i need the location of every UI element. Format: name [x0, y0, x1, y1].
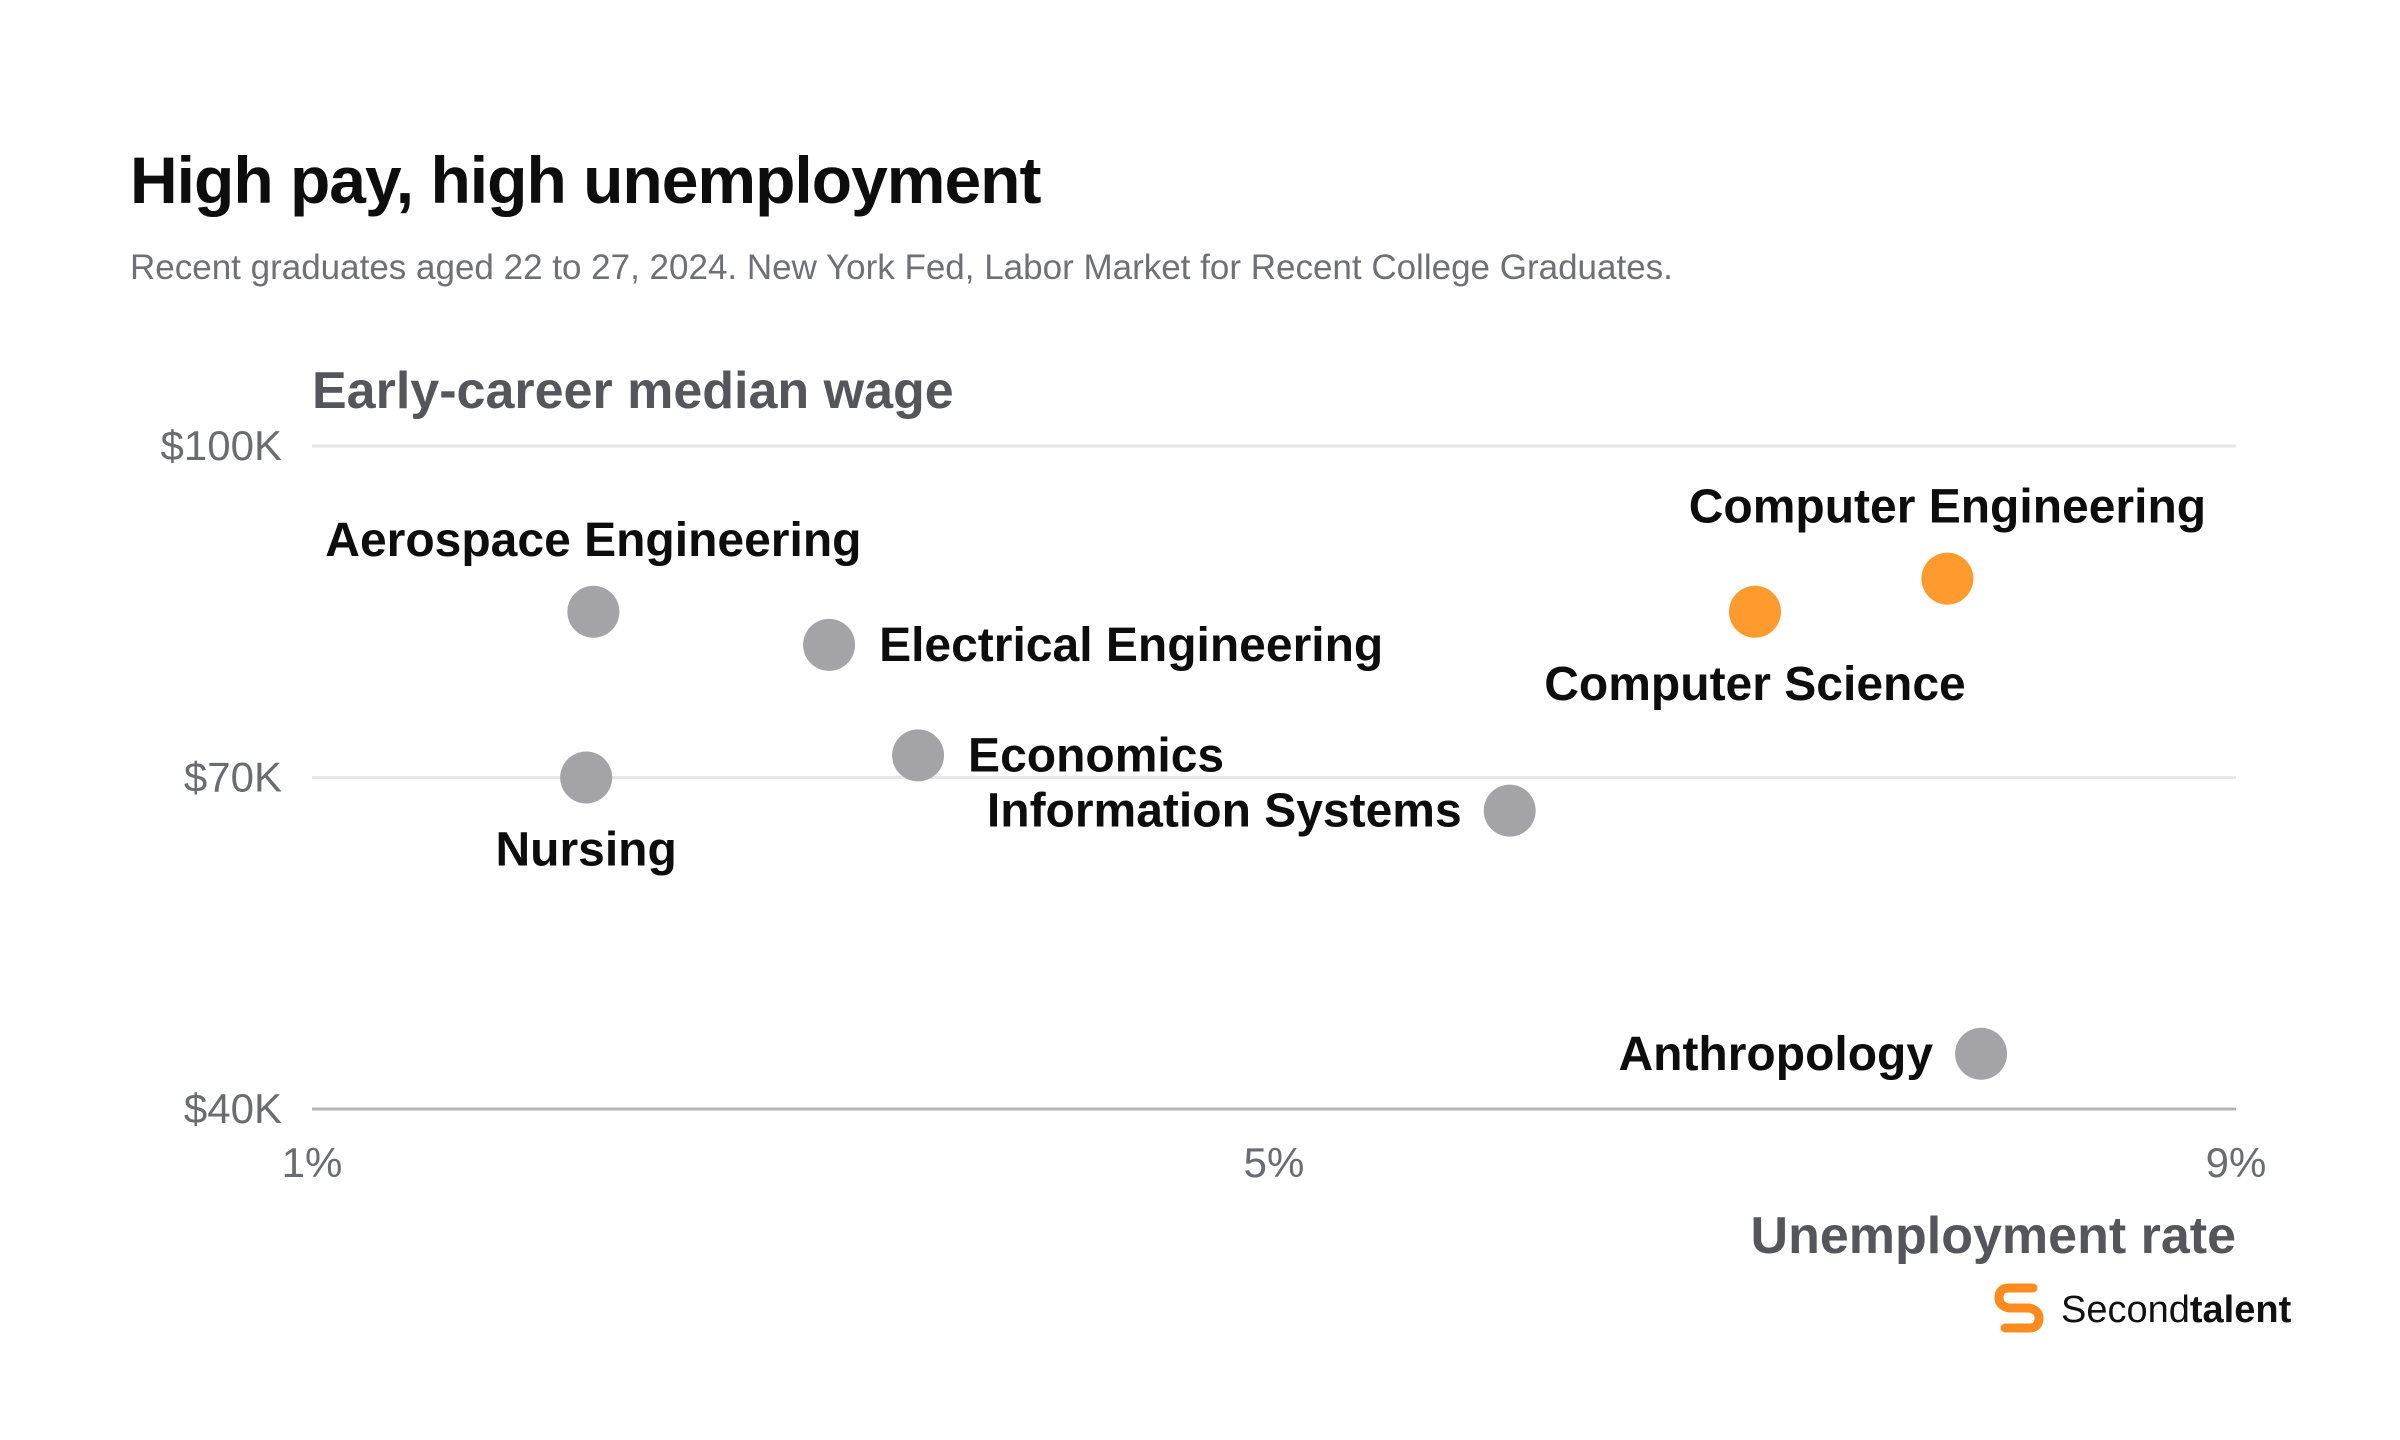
- data-point-label: Nursing: [495, 824, 676, 877]
- data-point: [567, 585, 620, 638]
- data-point: [1729, 585, 1781, 638]
- data-point-label: Economics: [968, 729, 1224, 782]
- data-point: [803, 618, 856, 671]
- chart-title: High pay, high unemployment: [130, 143, 1041, 217]
- data-point: [1955, 1027, 2008, 1080]
- data-point-label: Anthropology: [1618, 1028, 1933, 1081]
- y-tick-label: $70K: [184, 754, 282, 801]
- secondtalent-logo-icon: [1993, 1280, 2045, 1341]
- data-point-label: Computer Engineering: [1689, 481, 2206, 534]
- x-tick-label: 1%: [282, 1139, 343, 1186]
- data-point: [892, 729, 945, 782]
- grid-lines: [312, 444, 2236, 1111]
- data-point-label: Information Systems: [987, 785, 1462, 838]
- data-point-label: Electrical Engineering: [879, 619, 1383, 672]
- data-point: [560, 751, 613, 804]
- data-point: [1921, 552, 1974, 605]
- x-tick-label: 9%: [2206, 1139, 2267, 1186]
- data-point-label: Computer Science: [1544, 658, 1965, 711]
- y-axis-title: Early-career median wage: [312, 362, 954, 420]
- data-point: [1483, 784, 1536, 837]
- data-point-label: Aerospace Engineering: [325, 514, 861, 567]
- x-axis-title: Unemployment rate: [1751, 1207, 2236, 1265]
- y-tick-label: $40K: [184, 1085, 282, 1132]
- brand-logo: Secondtalent: [1993, 1282, 2291, 1338]
- y-tick-label: $100K: [161, 422, 282, 469]
- data-points: Aerospace Engineering Nursing Electrical E…: [325, 481, 2206, 1081]
- brand-name: Secondtalent: [2061, 1288, 2292, 1331]
- x-tick-label: 5%: [1244, 1139, 1305, 1186]
- chart-subtitle: Recent graduates aged 22 to 27, 2024. Ne…: [130, 248, 1673, 287]
